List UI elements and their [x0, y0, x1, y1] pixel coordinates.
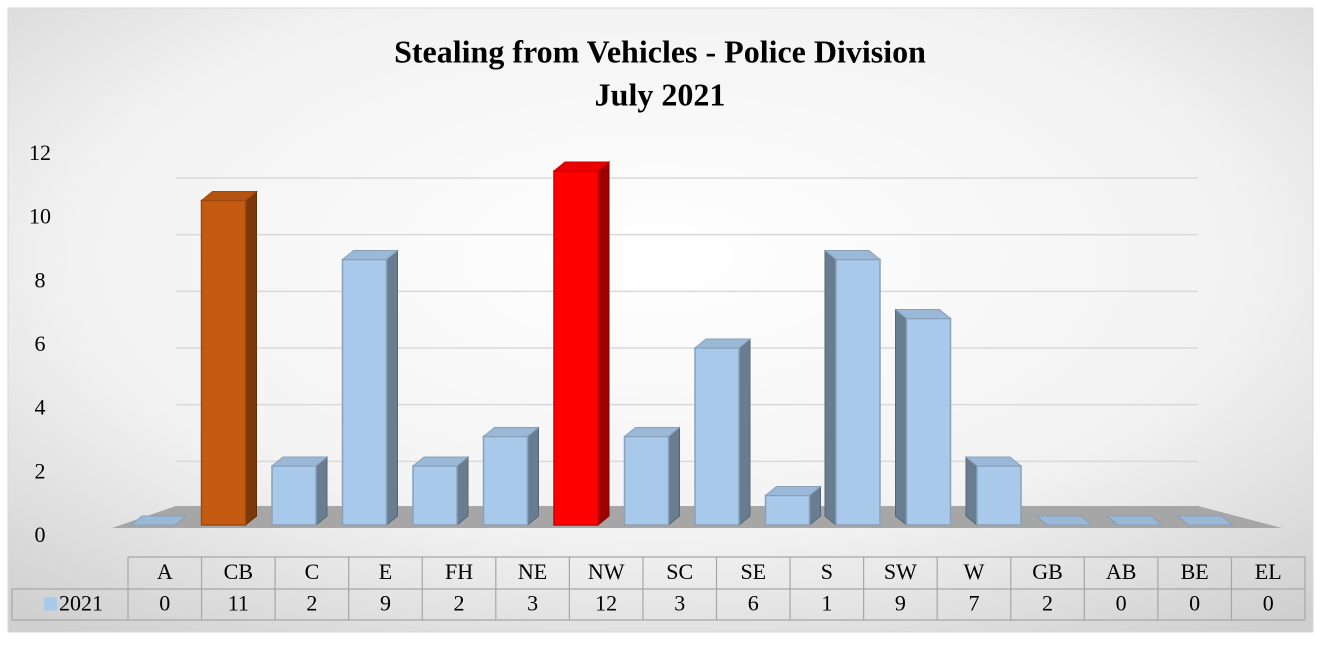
- x-tick-label: SC: [666, 559, 693, 584]
- bar-top: [482, 427, 540, 437]
- x-tick-label: EL: [1255, 559, 1282, 584]
- bar: [341, 249, 399, 527]
- table-value: 0: [1263, 591, 1274, 616]
- bar-side: [456, 455, 469, 527]
- bar: [693, 337, 752, 527]
- chart-subtitle: July 2021: [595, 76, 726, 112]
- x-tick-label: C: [305, 559, 320, 584]
- bar: [623, 426, 681, 527]
- bar-front: [553, 170, 599, 526]
- bar-front: [271, 465, 317, 526]
- bar: [1105, 515, 1164, 526]
- bar-side: [527, 426, 539, 527]
- table-value: 3: [527, 591, 538, 616]
- bar-top: [270, 456, 329, 467]
- table-value: 9: [895, 591, 906, 616]
- bar-side: [245, 190, 257, 527]
- bar-top: [894, 309, 952, 319]
- table-value: 7: [968, 591, 979, 616]
- x-tick-label: NE: [518, 559, 547, 584]
- bar: [1176, 515, 1234, 526]
- y-tick-label: 6: [35, 331, 46, 356]
- bar-top: [823, 250, 882, 260]
- y-tick-label: 8: [35, 267, 46, 292]
- bar-top: [1105, 515, 1164, 526]
- table-value: 2: [1042, 591, 1053, 616]
- y-tick-label: 4: [35, 395, 46, 420]
- bar-top: [411, 456, 470, 467]
- y-tick-label: 2: [35, 458, 46, 483]
- x-tick-label: BE: [1181, 559, 1209, 584]
- y-tick-label: 12: [29, 140, 51, 165]
- legend-swatch: [44, 597, 57, 611]
- bar-front: [623, 435, 670, 526]
- table-value: 1: [821, 591, 832, 616]
- bar-top: [200, 191, 258, 201]
- bar-front: [905, 317, 952, 526]
- bar: [964, 455, 1023, 527]
- bar-top: [1176, 515, 1234, 526]
- table-value: 11: [228, 591, 249, 616]
- x-tick-label: SW: [884, 559, 917, 584]
- bar: [823, 249, 882, 527]
- bar: [764, 485, 822, 527]
- bar-front: [412, 465, 458, 526]
- x-tick-label: FH: [445, 559, 473, 584]
- bar: [894, 308, 952, 527]
- bar-side: [315, 455, 328, 527]
- bar-top: [1035, 515, 1093, 526]
- x-tick-label: W: [964, 559, 985, 584]
- table-value: 9: [380, 591, 391, 616]
- y-tick-label: 0: [35, 522, 46, 547]
- table-value: 3: [674, 591, 685, 616]
- bar: [411, 455, 470, 527]
- bar-top: [693, 338, 752, 349]
- table-value: 0: [1189, 591, 1200, 616]
- bar: [482, 426, 540, 527]
- x-tick-label: CB: [224, 559, 253, 584]
- y-tick-label: 10: [29, 204, 51, 229]
- bar-front: [200, 199, 247, 526]
- x-tick-label: E: [379, 559, 392, 584]
- bar-front: [694, 347, 740, 526]
- bar-side: [738, 337, 751, 527]
- x-tick-label: NW: [588, 559, 625, 584]
- bar-front: [764, 494, 811, 526]
- bar-front: [976, 465, 1022, 526]
- x-tick-label: SE: [740, 559, 766, 584]
- table-value: 2: [306, 591, 317, 616]
- table-value: 0: [159, 591, 170, 616]
- bar-top: [623, 427, 681, 437]
- bar-top: [552, 161, 611, 172]
- x-tick-label: AB: [1106, 559, 1137, 584]
- bar-side: [597, 160, 610, 527]
- bar-front: [482, 435, 529, 526]
- legend-label: 2021: [59, 591, 103, 616]
- table-value: 2: [454, 591, 465, 616]
- x-tick-label: GB: [1032, 559, 1063, 584]
- bar-front: [835, 258, 881, 526]
- bar: [552, 160, 611, 527]
- bar: [200, 190, 258, 527]
- bar: [129, 515, 188, 526]
- bar: [1035, 515, 1093, 526]
- bar: [270, 455, 329, 527]
- bar-side: [895, 308, 907, 527]
- x-tick-label: A: [157, 559, 173, 584]
- chart-title: Stealing from Vehicles - Police Division: [394, 33, 926, 69]
- x-tick-label: S: [821, 559, 833, 584]
- bar-front: [341, 258, 388, 526]
- bar-side: [824, 249, 837, 527]
- bar-side: [668, 426, 680, 527]
- bar-side: [386, 249, 398, 527]
- bar-top: [341, 250, 399, 260]
- bar-top: [964, 456, 1023, 467]
- table-value: 12: [595, 591, 617, 616]
- table-value: 0: [1116, 591, 1127, 616]
- bar-top: [129, 515, 188, 526]
- table-value: 6: [748, 591, 759, 616]
- bar-side: [965, 455, 978, 527]
- bar-top: [764, 486, 822, 496]
